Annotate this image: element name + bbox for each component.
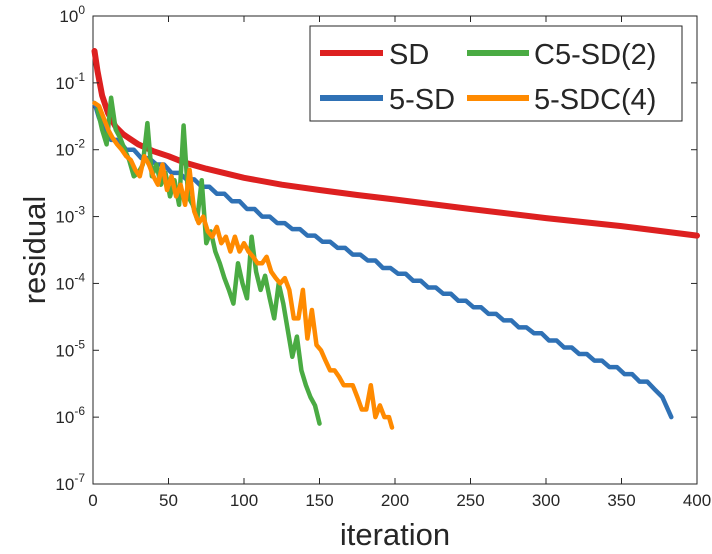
y-tick-labels: 10-7 10-6 10-5 10-4 10-3 10-2 10-1 100 (55, 3, 85, 494)
y-tick-label: 10-3 (55, 204, 85, 227)
y-tick-label: 10-2 (55, 137, 85, 160)
legend: SD C5-SD(2) 5-SD 5-SDC(4) (309, 25, 683, 122)
tick-layer (92, 15, 698, 485)
x-tick-labels: 0 50 100 150 200 250 300 350 400 (88, 491, 711, 510)
x-tick-label: 200 (381, 491, 409, 510)
x-tick-label: 350 (607, 491, 635, 510)
y-axis-label: residual (17, 196, 52, 305)
legend-label-c5-sd-2: C5-SD(2) (534, 39, 656, 71)
x-tick-label: 0 (88, 491, 97, 510)
y-tick-label: 100 (59, 3, 85, 26)
y-tick-label: 10-6 (55, 404, 85, 427)
x-tick-label: 100 (230, 491, 258, 510)
legend-label-5-sdc-4: 5-SDC(4) (534, 84, 656, 116)
x-tick-label: 50 (159, 491, 178, 510)
legend-label-5-sd: 5-SD (389, 84, 455, 116)
y-tick-label: 10-5 (55, 337, 85, 360)
x-tick-label: 400 (683, 491, 711, 510)
legend-box (309, 25, 683, 122)
x-tick-label: 300 (532, 491, 560, 510)
y-tick-label: 10-4 (55, 270, 85, 293)
series-layer (91, 48, 700, 430)
x-tick-label: 150 (305, 491, 333, 510)
y-tick-label: 10-1 (55, 70, 85, 93)
x-axis-label: iteration (340, 517, 450, 552)
y-tick-label: 10-7 (55, 471, 85, 494)
series-line-5-sdc-4 (92, 100, 395, 430)
x-tick-label: 250 (456, 491, 484, 510)
legend-label-sd: SD (389, 39, 429, 71)
series-line-c5-sd-2 (95, 95, 322, 426)
